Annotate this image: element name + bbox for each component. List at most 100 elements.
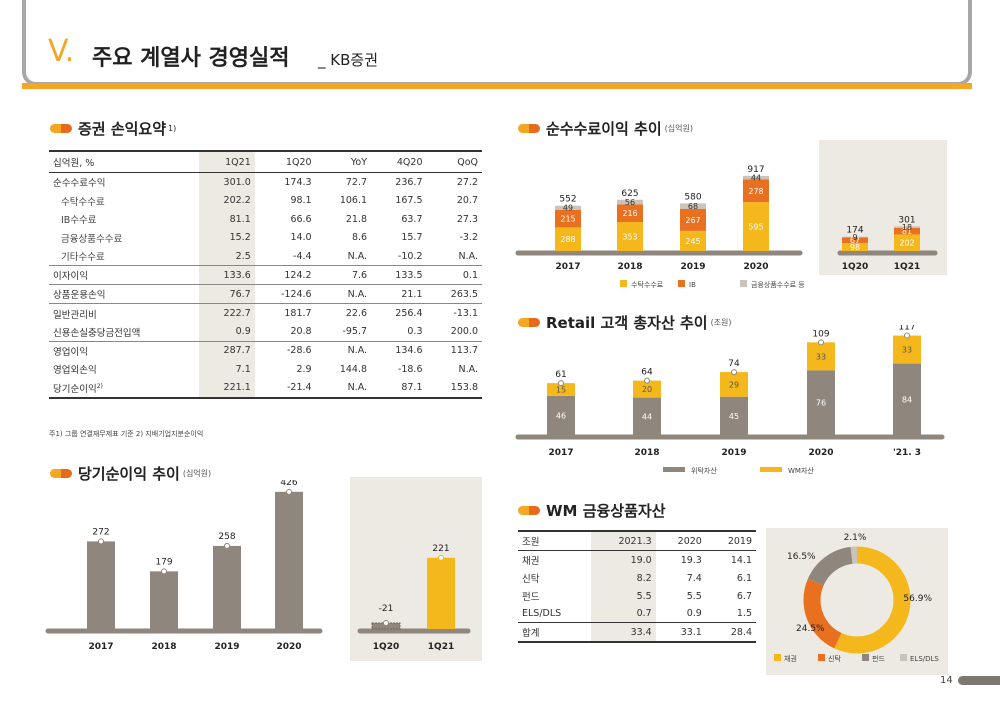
bullet-icon (50, 124, 72, 133)
total-row: 합계 33.4 33.1 28.4 (518, 622, 756, 643)
total-label: 61 (555, 370, 566, 380)
table-cell: 2.9 (296, 363, 312, 375)
table-cell: 133.5 (371, 265, 427, 286)
fee-chart-title-text: 순수수료이익 추이 (546, 120, 662, 138)
data-label: 9 (852, 233, 857, 242)
table-cell: 14.0 (290, 232, 312, 244)
data-label: 267 (685, 216, 700, 225)
table-cell: -3.2 (459, 232, 478, 244)
table-cell: 2.5 (199, 247, 255, 267)
table-cell: 167.5 (395, 195, 423, 207)
table-cell: 영업외손익 (53, 365, 97, 377)
column-header: YoY (315, 150, 372, 173)
page-title: 주요 계열사 경영실적 (92, 46, 290, 71)
bar-marker (383, 620, 389, 626)
table-cell: 일반관리비 (53, 309, 97, 321)
table-cell: 19.3 (680, 554, 702, 566)
table-row: ELS/DLS 0.7 0.9 1.5 (518, 605, 756, 623)
total-label: 64 (641, 368, 653, 378)
data-label: 272 (92, 527, 109, 537)
bullet-icon (518, 124, 540, 133)
data-label: 278 (748, 187, 763, 196)
legend-label: 위탁자산 (691, 466, 717, 475)
table-cell: 금융상품수수료 (61, 233, 123, 245)
data-label: 15 (556, 386, 566, 395)
table-cell: 5.5 (591, 587, 656, 605)
table-cell: 22.6 (345, 308, 368, 320)
table-cell: ELS/DLS (522, 608, 562, 619)
table-cell: 144.8 (339, 363, 368, 375)
table-cell: -21.4 (254, 378, 316, 399)
table-cell: 106.1 (339, 195, 368, 207)
column-header: 조원 (518, 530, 592, 551)
x-tick-label: '21. 3 (893, 448, 921, 458)
bar-marker (98, 538, 104, 545)
bar-segment (894, 234, 920, 251)
table-cell: 181.7 (284, 308, 312, 320)
income-summary-title: 증권 손익요약 1) (50, 118, 176, 139)
data-label: 84 (902, 395, 912, 404)
income-summary-table: 십억원, % 1Q21 1Q20 YoY 4Q20 QoQ 순수수료수익 301.… (49, 150, 482, 399)
data-label: 20 (642, 385, 652, 394)
legend-swatch (663, 467, 685, 472)
data-label: 33 (816, 352, 826, 361)
header-accent-line (22, 83, 972, 89)
table-row: IB수수료 81.1 66.6 21.8 63.7 27.3 (49, 209, 482, 229)
fee-chart-unit: (십억원) (664, 124, 693, 133)
bar-segment (555, 209, 581, 228)
bar-segment (680, 230, 706, 251)
x-tick-label: 2018 (151, 642, 176, 652)
data-label: 44 (642, 412, 652, 421)
bar-segment (617, 204, 643, 223)
legend-swatch (862, 654, 869, 661)
data-label: 288 (560, 235, 575, 244)
column-header: 2021.3 (591, 530, 656, 551)
pie-slice (803, 546, 911, 654)
table-row: 이자이익 133.6 124.2 7.6 133.5 0.1 (49, 265, 482, 286)
bar-segment (894, 226, 920, 228)
table-row: 당기순이익2) 221.1 -21.4 N.A. 87.1 153.8 (49, 378, 482, 399)
table-cell: 28.4 (705, 622, 756, 643)
table-cell: 0.1 (426, 265, 482, 286)
table-cell: 펀드 (522, 592, 540, 603)
table-row: 펀드 5.5 5.5 6.7 (518, 587, 756, 605)
legend-swatch (620, 280, 627, 287)
bar-marker (286, 488, 292, 495)
data-label: 81 (902, 227, 912, 236)
table-cell: 20.7 (456, 195, 478, 207)
bar-segment (743, 175, 769, 180)
x-tick-label: 2018 (634, 448, 659, 458)
bar-segment (680, 203, 706, 210)
table-cell: 63.7 (401, 213, 423, 225)
x-tick-label: 2020 (743, 262, 768, 272)
bar-marker (904, 332, 910, 339)
bar-marker (731, 369, 737, 376)
table-cell: 222.7 (199, 303, 255, 323)
slice-label: 2.1% (844, 533, 867, 543)
table-cell: 기타수수료 (49, 247, 200, 267)
table-cell: N.A. (347, 345, 368, 357)
bar-segment (743, 202, 769, 251)
table-cell: IB수수료 (61, 215, 97, 227)
table-row: 채권 19.0 19.3 14.1 (518, 550, 756, 569)
table-cell: 1.5 (736, 608, 752, 619)
bar-segment (547, 395, 575, 435)
column-header: 4Q20 (371, 150, 427, 173)
data-label: 215 (560, 215, 575, 224)
table-cell: 200.0 (426, 322, 482, 342)
table-cell: 174.3 (284, 176, 312, 188)
table-cell: 76.7 (199, 284, 255, 305)
table-cell: 7.4 (686, 572, 702, 584)
table-cell: 0.9 (199, 322, 255, 342)
table-cell: 236.7 (395, 176, 423, 188)
table-cell: -13.1 (453, 308, 478, 320)
table-cell: N.A. (315, 378, 372, 399)
data-label: 353 (622, 233, 637, 242)
legend-label: 금융상품수수료 등 (751, 280, 805, 289)
bar-marker (224, 542, 230, 549)
table-cell: 0.7 (591, 605, 656, 623)
total-label: 552 (559, 195, 576, 205)
table-cell: 263.5 (426, 284, 482, 305)
data-label: 68 (688, 202, 698, 211)
bar (213, 545, 241, 629)
